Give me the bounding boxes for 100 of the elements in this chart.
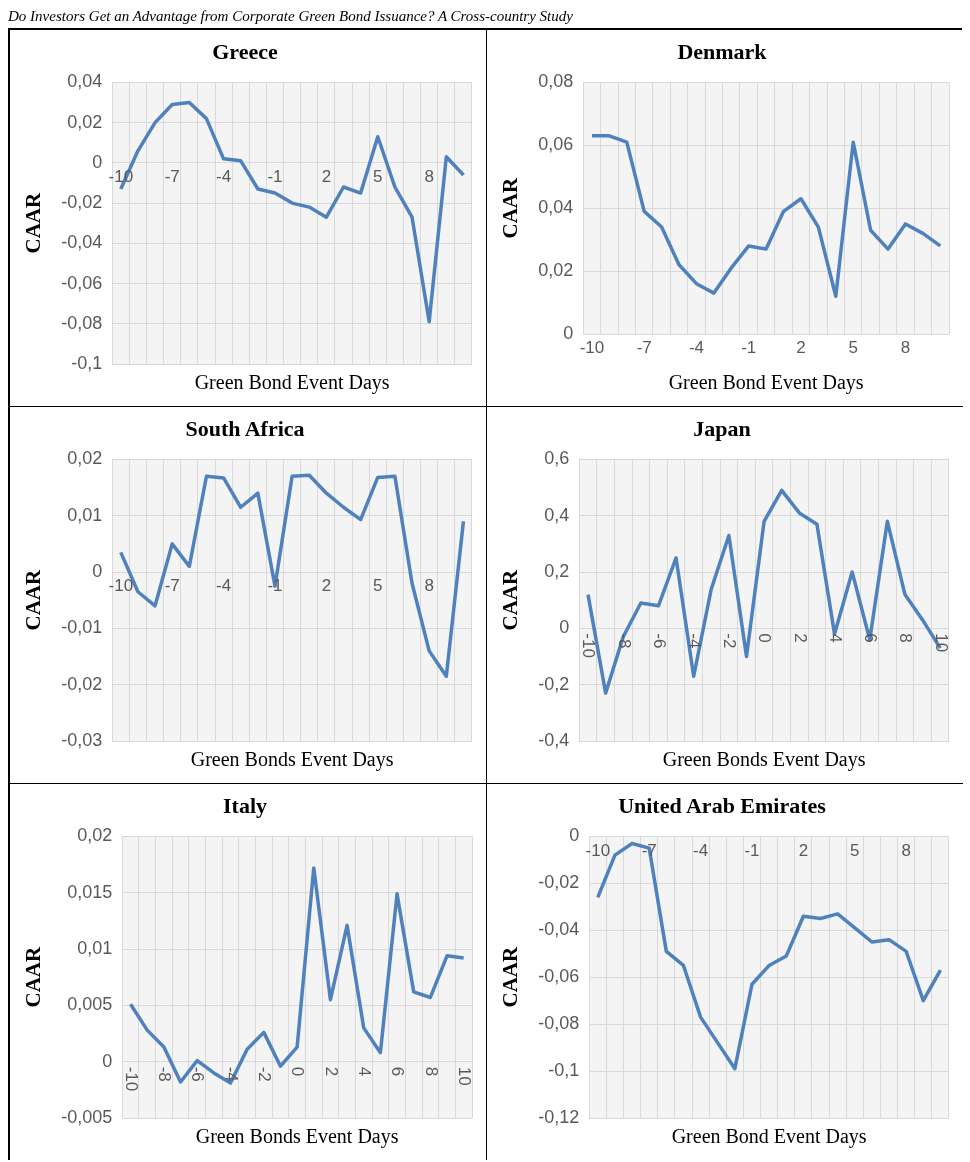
x-tick-label: 6 <box>861 633 881 643</box>
x-tick-label: 2 <box>321 1066 341 1077</box>
x-tick-label: -6 <box>649 633 669 649</box>
x-tick-label: -10 <box>121 1066 141 1092</box>
y-tick-label: 0,4 <box>544 504 570 525</box>
y-tick-label: -0,1 <box>71 352 103 373</box>
x-tick-label: -1 <box>267 576 283 596</box>
x-axis-title: Green Bonds Event Days <box>190 748 394 772</box>
y-tick-label: -0,02 <box>61 673 103 694</box>
chart-title: United Arab Emirates <box>618 792 827 818</box>
x-tick-label: 8 <box>424 167 434 187</box>
y-tick-label: 0,08 <box>538 71 574 92</box>
x-tick-label: 2 <box>321 167 332 187</box>
x-tick-label: 2 <box>790 633 810 643</box>
x-tick-label: 2 <box>796 338 806 358</box>
y-tick-label: -0,06 <box>61 272 103 293</box>
chart-title: Denmark <box>677 38 768 64</box>
y-tick-label: 0,02 <box>67 111 103 132</box>
y-axis-title: CAAR <box>21 569 46 631</box>
x-tick-label: -1 <box>267 167 283 187</box>
x-axis-title: Green Bonds Event Days <box>662 748 866 772</box>
x-tick-label: 8 <box>421 1066 441 1077</box>
x-tick-label: 0 <box>288 1066 308 1077</box>
y-tick-label: 0,01 <box>67 504 103 525</box>
x-tick-label: -7 <box>636 338 652 358</box>
y-tick-label: 0,2 <box>544 561 570 582</box>
x-tick-label: 5 <box>848 338 858 358</box>
y-tick-label: -0,08 <box>61 312 103 333</box>
chart-title: Greece <box>212 38 278 64</box>
text: Do Investors Get an Advantage from Corporate Green Bond Issuance? A Cross-country Study <box>8 8 962 30</box>
x-tick-label: -4 <box>221 1066 241 1082</box>
y-tick-label: -0,06 <box>538 966 580 987</box>
y-axis-title: CAAR <box>21 946 46 1008</box>
y-tick-label: 0,02 <box>77 825 113 846</box>
y-tick-label: -0,02 <box>61 192 103 213</box>
chart-title: South Africa <box>185 415 305 441</box>
y-tick-label: -0,2 <box>538 673 570 694</box>
y-tick-label: 0 <box>569 825 580 846</box>
y-tick-label: 0,04 <box>67 71 103 92</box>
x-tick-label: -10 <box>579 633 599 658</box>
x-tick-label: -8 <box>614 633 634 649</box>
chart-title: Japan <box>693 415 751 441</box>
y-tick-label: -0,08 <box>538 1013 580 1034</box>
y-tick-label: 0 <box>563 322 574 343</box>
y-tick-label: 0,005 <box>67 994 113 1015</box>
x-tick-label: -10 <box>108 576 134 596</box>
x-tick-label: -4 <box>693 840 709 860</box>
y-tick-label: -0,04 <box>538 919 580 940</box>
y-tick-label: 0,06 <box>538 134 574 155</box>
y-tick-label: 0,04 <box>538 197 574 218</box>
x-tick-label: -6 <box>188 1066 208 1082</box>
y-tick-label: 0 <box>92 151 103 172</box>
y-tick-label: 0,02 <box>538 260 574 281</box>
x-tick-label: 8 <box>424 576 434 596</box>
x-tick-label: 8 <box>901 840 911 860</box>
x-tick-label: -10 <box>579 338 605 358</box>
x-axis-title: Green Bond Event Days <box>668 371 864 395</box>
y-tick-label: 0 <box>92 561 103 582</box>
x-tick-label: -4 <box>684 633 704 649</box>
x-tick-label: 10 <box>454 1066 474 1086</box>
x-axis-title: Green Bond Event Days <box>671 1125 867 1149</box>
y-tick-label: -0,03 <box>61 729 103 750</box>
y-tick-label: -0,01 <box>61 617 103 638</box>
x-tick-label: -2 <box>720 633 740 649</box>
x-tick-label: 4 <box>825 633 845 643</box>
x-tick-label: 2 <box>798 840 809 860</box>
x-tick-label: -7 <box>164 576 180 596</box>
x-tick-label: 6 <box>388 1066 408 1077</box>
x-tick-label: -2 <box>255 1066 275 1082</box>
x-tick-label: 10 <box>931 633 951 653</box>
y-tick-label: -0,02 <box>538 872 580 893</box>
x-tick-label: -4 <box>216 167 232 187</box>
x-tick-label: -1 <box>741 338 757 358</box>
y-tick-label: 0,01 <box>77 938 113 959</box>
x-tick-label: 5 <box>850 840 860 860</box>
y-axis-title: CAAR <box>21 192 46 254</box>
x-tick-label: -1 <box>744 840 760 860</box>
chart-title: Italy <box>223 792 267 818</box>
x-tick-label: -10 <box>585 840 611 860</box>
x-tick-label: 8 <box>896 633 916 643</box>
x-tick-label: -8 <box>155 1066 175 1082</box>
x-tick-label: -7 <box>164 167 180 187</box>
x-tick-label: 5 <box>373 167 383 187</box>
y-tick-label: 0,02 <box>67 448 103 469</box>
x-tick-label: 0 <box>755 633 775 643</box>
y-axis-title: CAAR <box>498 177 523 239</box>
y-tick-label: 0,015 <box>67 881 113 902</box>
x-tick-label: 4 <box>355 1066 375 1077</box>
y-tick-label: -0,4 <box>538 729 570 750</box>
x-tick-label: 8 <box>900 338 911 358</box>
y-tick-label: -0,005 <box>61 1106 113 1127</box>
y-tick-label: -0,04 <box>61 232 103 253</box>
x-tick-label: -4 <box>688 338 705 358</box>
y-tick-label: -0,1 <box>548 1060 580 1081</box>
y-axis-title: CAAR <box>498 569 523 631</box>
x-axis-title: Green Bonds Event Days <box>195 1125 399 1149</box>
x-tick-label: -4 <box>216 576 232 596</box>
y-tick-label: 0,6 <box>544 448 570 469</box>
y-axis-title: CAAR <box>498 946 523 1008</box>
x-tick-label: 2 <box>321 576 332 596</box>
